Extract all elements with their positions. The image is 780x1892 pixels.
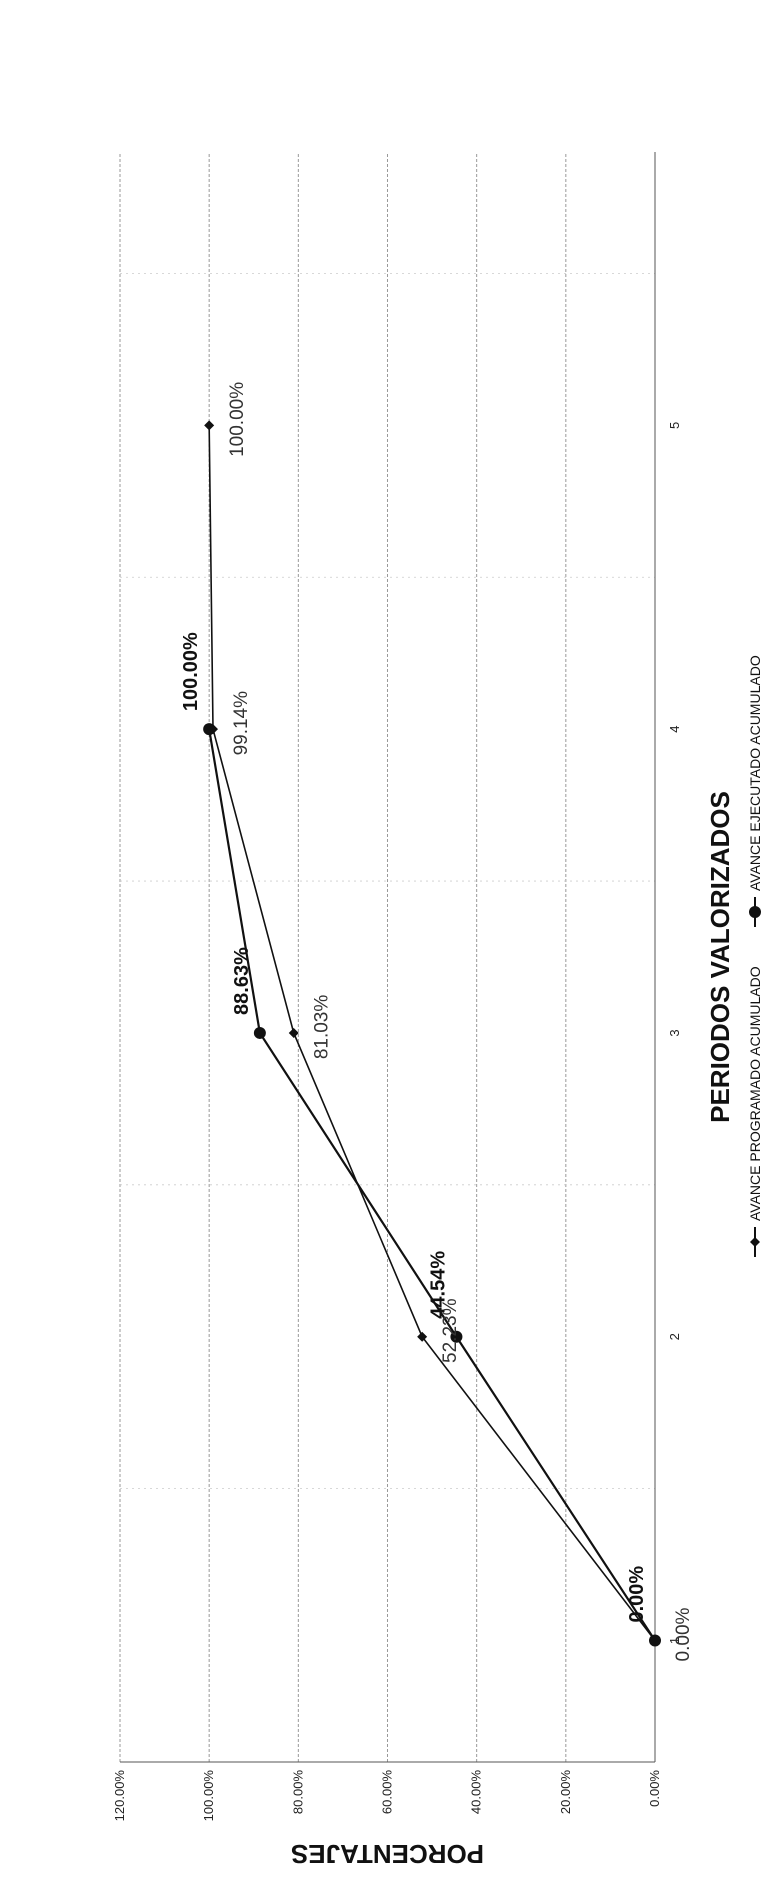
y-tick-label: 100.00% bbox=[201, 1770, 216, 1822]
y-tick-label: 20.00% bbox=[558, 1770, 573, 1815]
legend: AVANCE PROGRAMADO ACUMULADO AVANCE EJECUT… bbox=[747, 655, 763, 1257]
y-axis-title: PORCENTAJES bbox=[291, 1839, 484, 1869]
data-label: 0.00% bbox=[626, 1566, 648, 1623]
y-tick-label: 40.00% bbox=[469, 1770, 484, 1815]
x-axis-title: PERIODOS VALORIZADOS bbox=[705, 791, 735, 1123]
series-line bbox=[208, 728, 656, 1642]
data-point-diamond bbox=[204, 420, 215, 431]
data-point-diamond bbox=[750, 1237, 760, 1247]
legend-label: AVANCE EJECUTADO ACUMULADO bbox=[747, 655, 763, 891]
data-point-circle bbox=[649, 1634, 661, 1647]
data-point-circle bbox=[203, 723, 216, 736]
data-label: 0.00% bbox=[673, 1607, 694, 1661]
series-line bbox=[208, 425, 656, 1641]
y-tick-label: 60.00% bbox=[380, 1770, 395, 1815]
data-labels: 0.00% 52.23% 81.03% 99.14% 100.00% 0.00% 44.54… bbox=[180, 382, 694, 1662]
data-point-diamond bbox=[288, 1027, 299, 1038]
data-label: 88.63% bbox=[231, 947, 253, 1015]
data-label: 100.00% bbox=[227, 382, 248, 457]
data-point-circle bbox=[749, 906, 761, 918]
data-label: 100.00% bbox=[180, 632, 202, 711]
x-tick-label: 4 bbox=[667, 726, 682, 733]
data-point-circle bbox=[450, 1330, 463, 1343]
series bbox=[203, 420, 661, 1647]
y-tick-label: 80.00% bbox=[290, 1770, 305, 1815]
x-tick-label: 1 bbox=[667, 1637, 682, 1644]
data-label: 44.54% bbox=[427, 1251, 449, 1319]
y-tick-label: 0.00% bbox=[647, 1770, 662, 1807]
x-tick-label: 3 bbox=[667, 1029, 682, 1036]
data-point-circle bbox=[253, 1026, 266, 1039]
y-tick-label: 120.00% bbox=[112, 1770, 127, 1822]
x-tick-label: 5 bbox=[667, 422, 682, 429]
x-tick-label: 2 bbox=[667, 1333, 682, 1340]
data-label: 81.03% bbox=[312, 995, 333, 1060]
data-label: 52.23% bbox=[440, 1298, 461, 1363]
axes: 0.00%20.00%40.00%60.00%80.00%100.00%120.… bbox=[112, 152, 682, 1821]
grid-lines bbox=[119, 152, 655, 1762]
legend-label: AVANCE PROGRAMADO ACUMULADO bbox=[747, 966, 763, 1221]
data-label: 99.14% bbox=[231, 691, 252, 756]
